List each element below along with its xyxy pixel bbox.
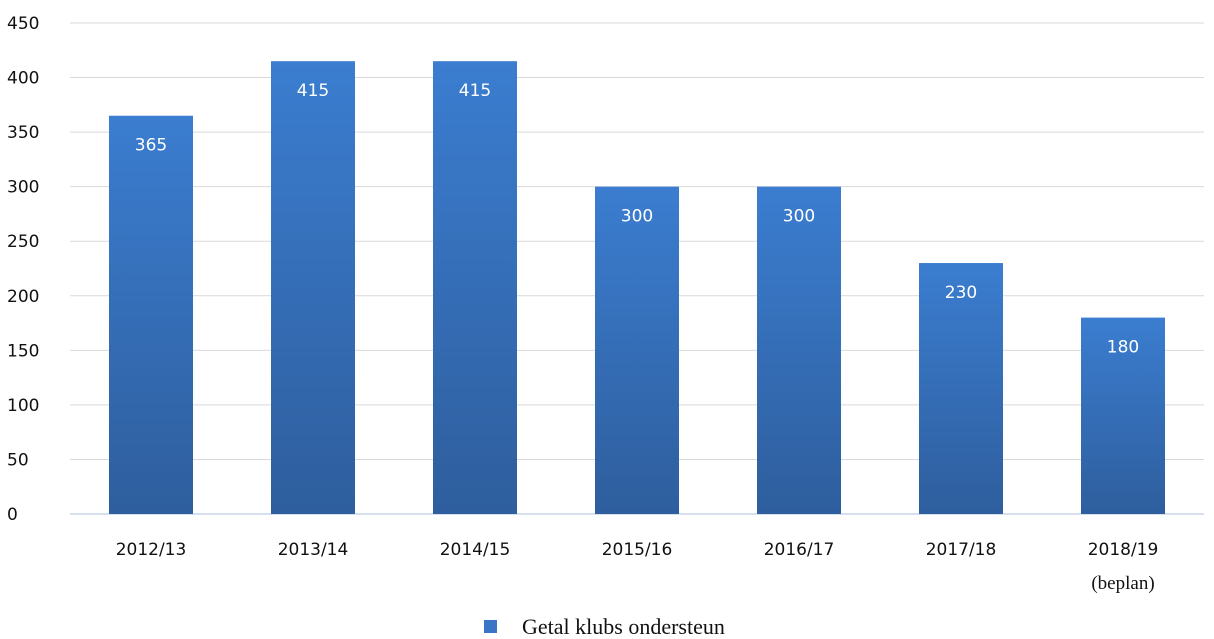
x-tick-sublabel: (beplan) [1091, 573, 1154, 594]
bar [757, 186, 841, 514]
y-tick-label: 200 [7, 287, 39, 307]
x-tick-label: 2014/15 [440, 540, 511, 560]
bar [271, 61, 355, 514]
x-tick-label: 2015/16 [602, 540, 673, 560]
data-label: 300 [783, 207, 815, 227]
data-label: 180 [1107, 338, 1139, 358]
legend-swatch [484, 620, 497, 633]
data-label: 300 [621, 207, 653, 227]
y-tick-label: 0 [7, 505, 18, 525]
y-axis-ticks: 0 50 100 150 200 250 300 350 400 450 [7, 14, 39, 525]
y-tick-label: 450 [7, 14, 39, 34]
x-axis-ticks: 2012/13 2013/14 2014/15 2015/16 2016/17 2017/… [116, 540, 1159, 594]
y-tick-label: 150 [7, 341, 39, 361]
y-tick-label: 400 [7, 69, 39, 89]
x-tick-label: 2016/17 [764, 540, 835, 560]
bars: 365 415 415 300 300 230 180 [109, 61, 1165, 514]
bar [433, 61, 517, 514]
x-tick-label: 2013/14 [278, 540, 349, 560]
x-tick-label: 2012/13 [116, 540, 187, 560]
x-tick-label: 2018/19 [1088, 540, 1159, 560]
legend-label: Getal klubs ondersteun [522, 614, 725, 639]
legend: Getal klubs ondersteun [484, 614, 725, 639]
bar [109, 115, 193, 514]
y-tick-label: 50 [7, 450, 29, 470]
data-label: 415 [459, 81, 491, 101]
bar [919, 263, 1003, 514]
y-tick-label: 100 [7, 396, 39, 416]
y-tick-label: 300 [7, 178, 39, 198]
data-label: 365 [135, 136, 167, 156]
y-tick-label: 250 [7, 232, 39, 252]
y-tick-label: 350 [7, 123, 39, 143]
data-label: 230 [945, 283, 977, 303]
bar [1081, 317, 1165, 514]
x-tick-label: 2017/18 [926, 540, 997, 560]
data-label: 415 [297, 81, 329, 101]
bar [595, 186, 679, 514]
